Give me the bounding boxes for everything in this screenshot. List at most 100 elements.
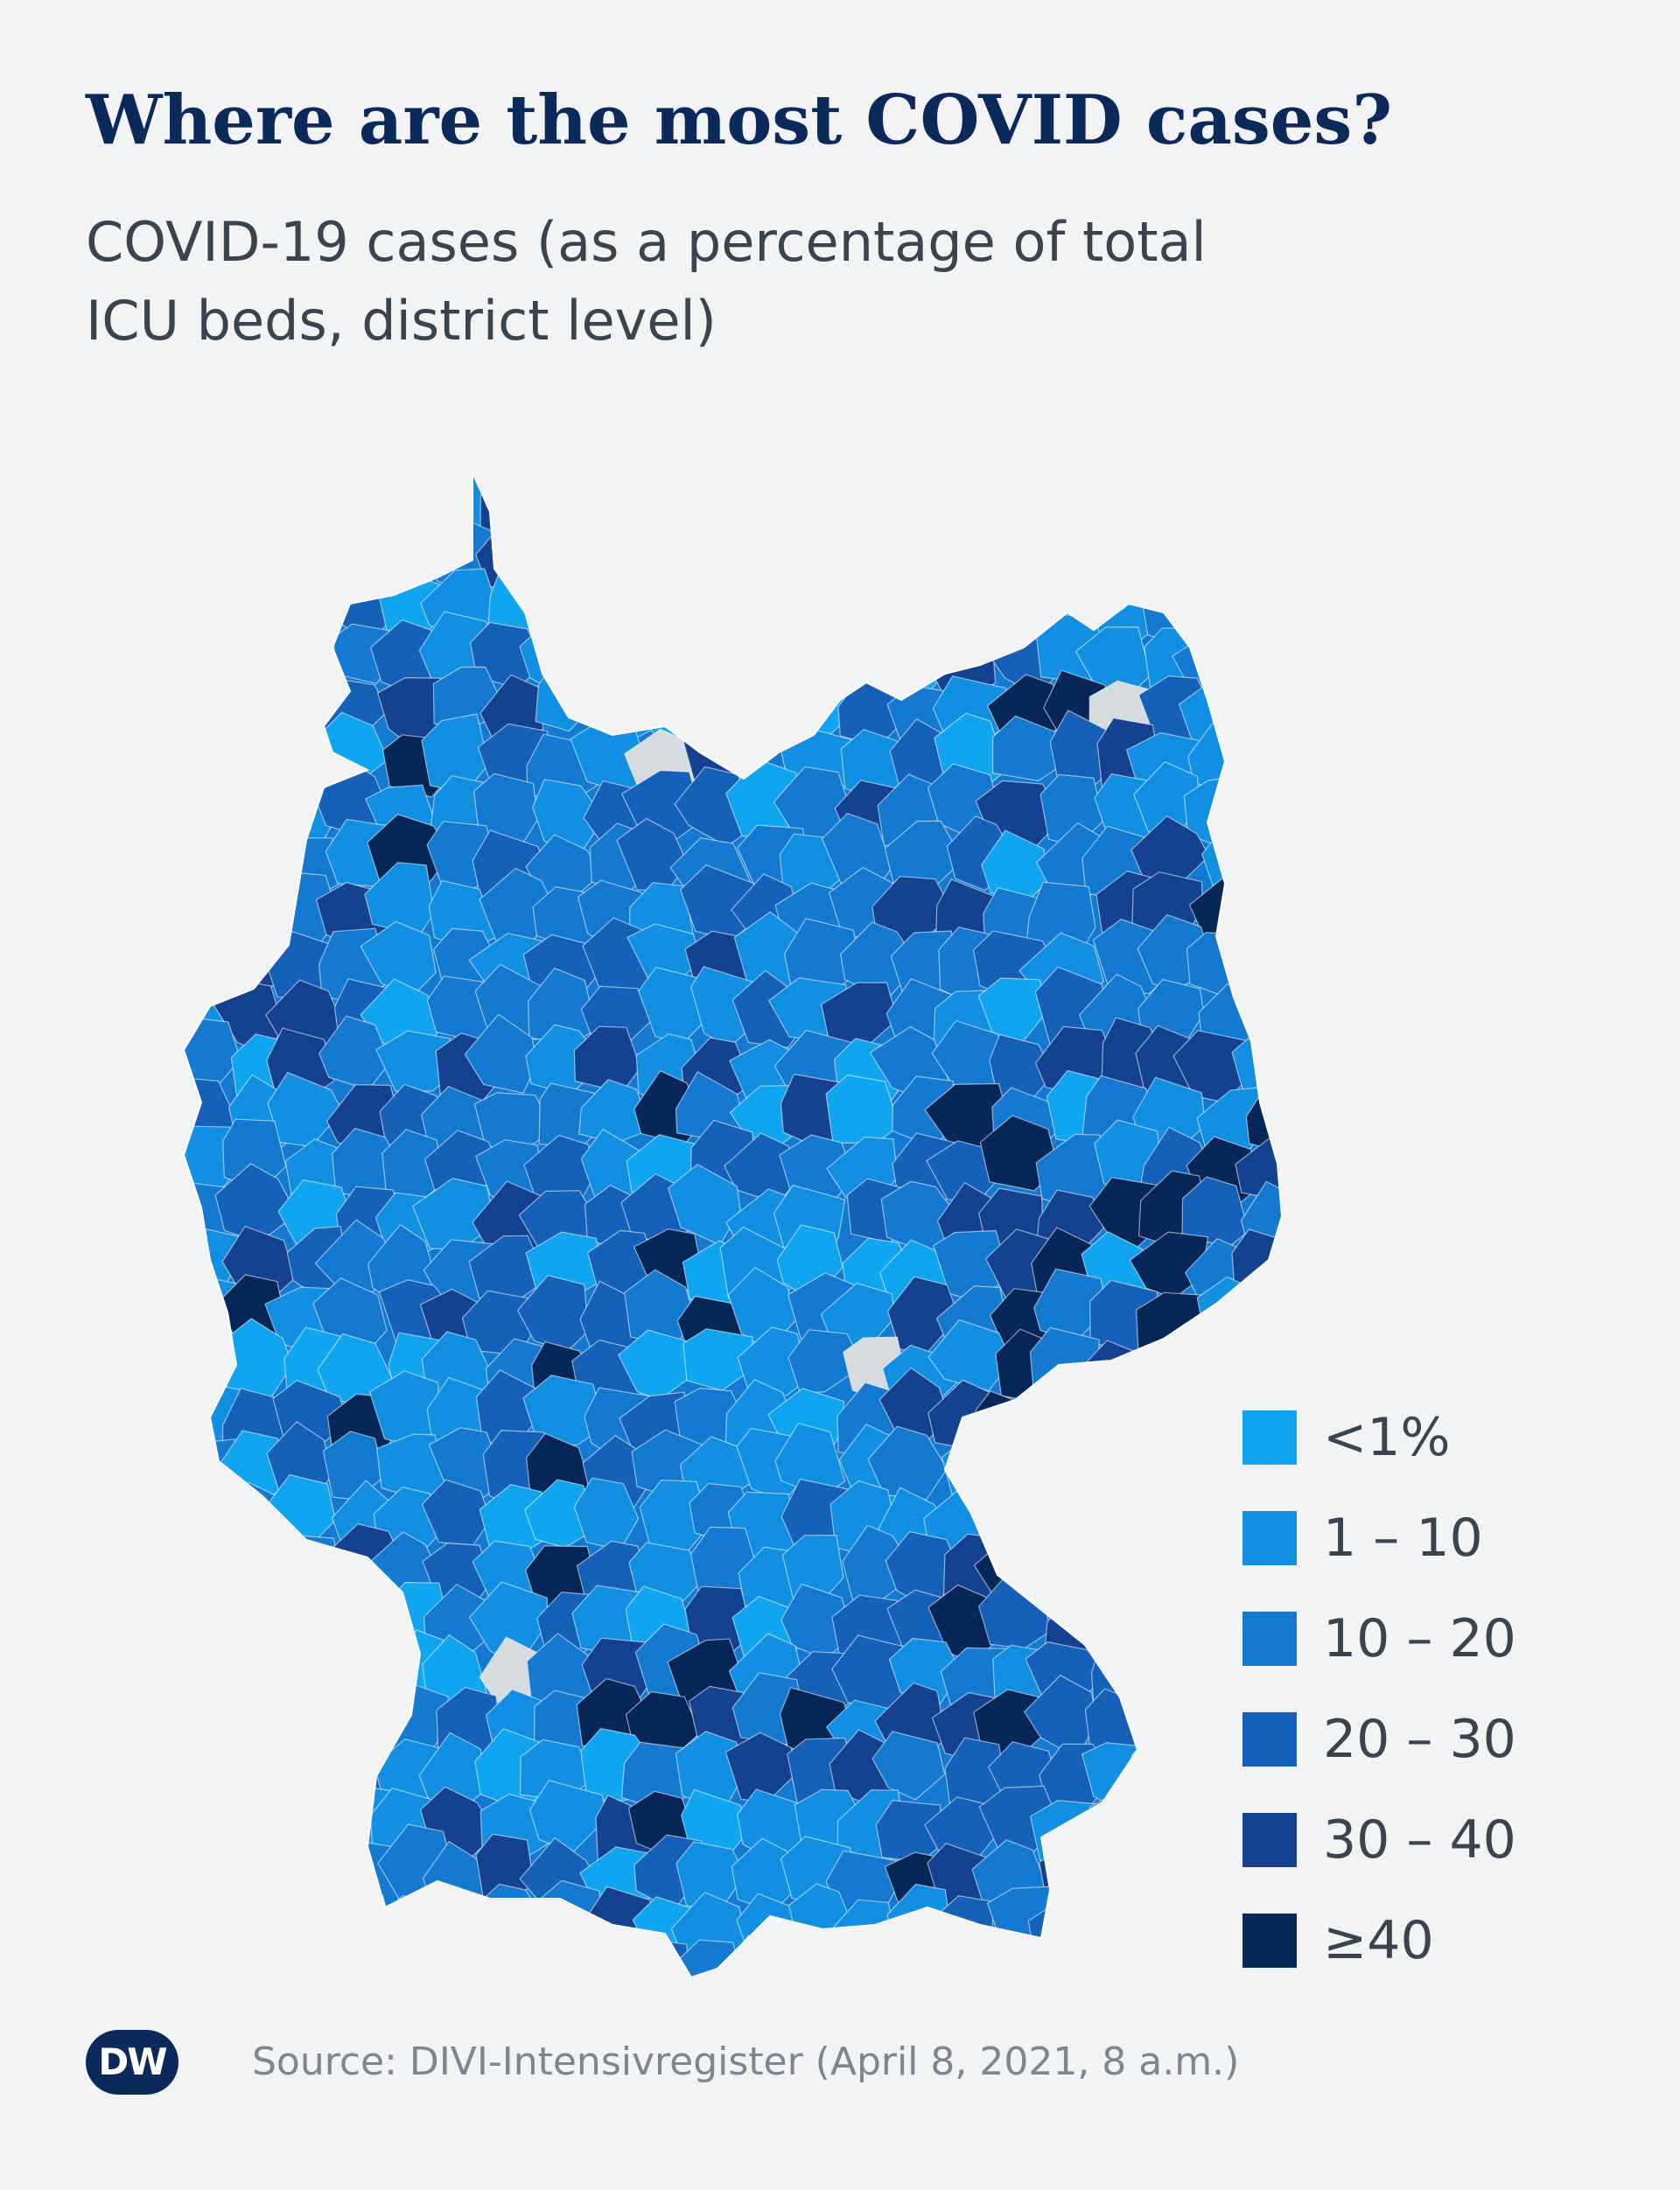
district-region [416, 1944, 496, 1977]
district-region [575, 472, 651, 530]
district-region [270, 614, 344, 689]
district-region [276, 472, 350, 486]
district-region [215, 532, 293, 606]
district-region [528, 1927, 598, 1977]
district-region [184, 1679, 208, 1754]
district-region [213, 1781, 289, 1858]
district-region [766, 576, 842, 646]
district-region [217, 1833, 292, 1914]
dw-logo-text: DW [98, 2040, 167, 2083]
district-region [184, 775, 240, 856]
district-region [332, 1641, 400, 1718]
district-region [1225, 818, 1282, 896]
district-region [184, 1782, 240, 1853]
legend-swatch [1242, 1813, 1297, 1867]
district-region [1139, 1344, 1203, 1416]
district-region [317, 1934, 404, 1977]
district-region [184, 1641, 234, 1710]
district-region [184, 866, 194, 951]
district-region [184, 570, 243, 647]
district-region [786, 520, 859, 596]
district-region [276, 1695, 346, 1766]
district-region [184, 1886, 253, 1966]
district-region [221, 472, 290, 542]
district-region [1146, 472, 1210, 546]
district-region [1134, 1597, 1207, 1670]
district-region [895, 472, 968, 486]
district-region [844, 472, 911, 496]
district-region [1247, 472, 1282, 486]
district-region [979, 1434, 1059, 1509]
district-region [1241, 614, 1282, 684]
district-region [570, 472, 645, 495]
district-region [668, 472, 740, 539]
district-region [531, 472, 598, 542]
district-region [1035, 1946, 1110, 1977]
district-region [184, 573, 207, 654]
legend-swatch [1242, 1914, 1297, 1968]
district-region [1083, 1833, 1156, 1900]
district-region [221, 1676, 294, 1755]
district-region [1130, 1690, 1209, 1769]
district-region [268, 1936, 348, 1977]
district-region [788, 1329, 864, 1395]
district-region [219, 1648, 298, 1718]
district-region [784, 472, 850, 496]
district-region [327, 525, 398, 598]
district-region [184, 1742, 243, 1822]
legend-swatch [1242, 1511, 1297, 1565]
district-region [834, 573, 908, 646]
district-region [573, 619, 651, 698]
district-region [1035, 472, 1116, 488]
district-region [926, 472, 1004, 537]
district-region [184, 712, 237, 796]
district-region [1032, 1390, 1102, 1461]
district-region [1139, 1389, 1205, 1466]
district-region [211, 826, 284, 900]
district-region [184, 524, 198, 595]
district-region [184, 1082, 191, 1150]
district-region [268, 1731, 343, 1803]
legend-label: ≥40 [1323, 1910, 1434, 1971]
district-region [208, 1736, 284, 1806]
district-region [228, 661, 295, 733]
district-region [371, 1935, 444, 1977]
district-region [1240, 668, 1282, 738]
district-region [737, 1326, 810, 1398]
district-region [184, 626, 200, 690]
district-region [184, 524, 238, 605]
district-region [678, 622, 746, 689]
district-region [872, 1731, 946, 1801]
district-region [464, 1935, 548, 1977]
district-region [874, 472, 949, 548]
district-region [260, 1878, 342, 1948]
district-region [383, 472, 463, 499]
district-region [259, 1534, 341, 1603]
district-region [1074, 1424, 1152, 1501]
district-region [976, 1949, 1056, 1977]
district-region [184, 1801, 196, 1868]
district-region [578, 576, 654, 658]
district-region [184, 933, 193, 999]
district-region [234, 1891, 298, 1970]
district-region [831, 615, 905, 688]
district-region [184, 475, 241, 543]
district-region [1128, 472, 1200, 486]
district-region [370, 472, 446, 541]
district-region [184, 1901, 193, 1970]
district-region [184, 614, 250, 694]
district-region [427, 472, 506, 537]
district-region [270, 530, 350, 597]
district-region [632, 523, 708, 597]
district-region [928, 1319, 1012, 1392]
district-region [1079, 1543, 1161, 1618]
district-region [1132, 1635, 1200, 1705]
district-region [982, 472, 1060, 487]
district-region [217, 472, 288, 502]
district-region [333, 1587, 406, 1656]
district-region [1124, 524, 1203, 599]
district-region [419, 1898, 490, 1977]
district-region [271, 1628, 341, 1706]
district-region [924, 566, 1004, 638]
